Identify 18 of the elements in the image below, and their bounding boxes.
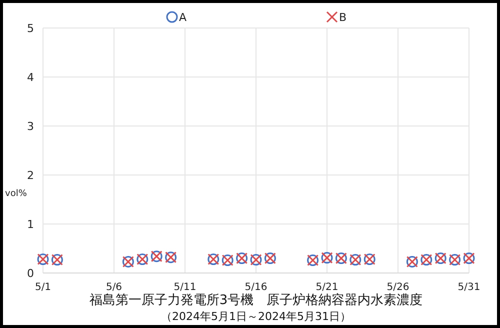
y-axis-title: vol% xyxy=(5,189,28,199)
y-tick-label: 4 xyxy=(27,71,34,84)
y-tick-label: 2 xyxy=(27,169,34,182)
x-tick-label: 5/11 xyxy=(174,282,196,293)
x-tick-label: 5/6 xyxy=(106,282,122,293)
y-tick-label: 5 xyxy=(27,22,34,35)
legend-label: A xyxy=(179,11,187,24)
x-tick-label: 5/21 xyxy=(316,282,338,293)
x-tick-label: 5/26 xyxy=(386,282,410,293)
legend-label: B xyxy=(339,11,347,24)
text: 福島第一原子力発電所3号機 原子炉格納容器内水素濃度 xyxy=(89,292,423,308)
y-tick-label: 1 xyxy=(27,218,34,231)
x-tick-label: 5/1 xyxy=(34,282,52,293)
text: （2024年5月1日～2024年5月31日） xyxy=(161,310,351,323)
y-tick-label: 3 xyxy=(27,120,34,133)
x-tick-label: 5/16 xyxy=(244,282,268,293)
y-tick-label: 0 xyxy=(27,267,34,280)
x-tick-label: 5/31 xyxy=(458,282,480,293)
